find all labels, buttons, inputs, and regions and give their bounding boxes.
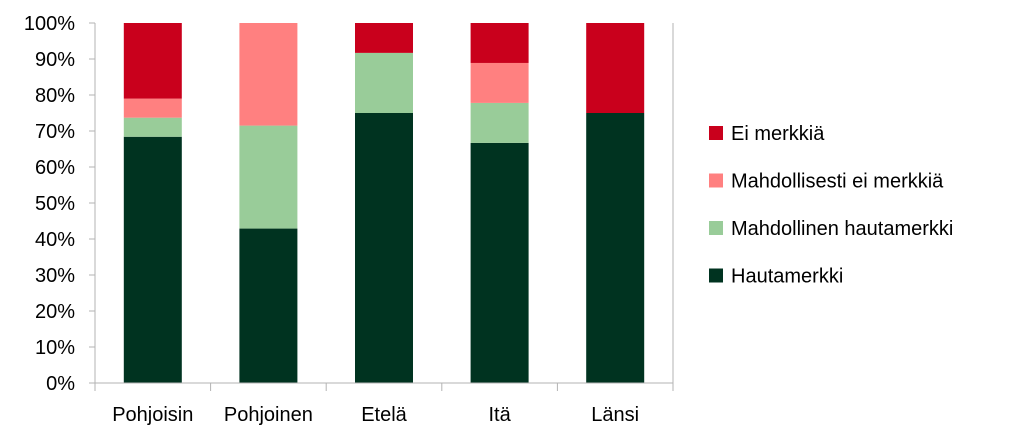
legend: Ei merkkiä Mahdollisesti ei merkkiä Mahdol… [709, 123, 953, 288]
bar-itä-series-0 [470, 142, 529, 383]
legend-label: Ei merkkiä [731, 123, 825, 145]
legend-swatch [709, 126, 723, 140]
legend-label: Mahdollinen hautamerkki [731, 218, 953, 240]
axes-layer [89, 22, 674, 391]
y-tick-label: 60% [35, 157, 75, 179]
bar-itä-series-1 [470, 102, 529, 143]
y-tick-label: 0% [46, 373, 75, 395]
bar-pohjoinen-series-0 [239, 228, 298, 383]
x-tick-label: Etelä [361, 404, 407, 426]
bar-pohjoisin-series-0 [123, 136, 182, 383]
y-tick-label: 50% [35, 193, 75, 215]
legend-swatch [709, 173, 723, 188]
x-tick-labels: Pohjoisin Pohjoinen Etelä Itä Länsi [112, 404, 639, 426]
y-tick-label: 20% [35, 301, 75, 323]
y-tick-label: 10% [35, 337, 75, 359]
x-tick-label: Länsi [591, 404, 639, 426]
legend-label: Mahdollisesti ei merkkiä [731, 171, 944, 193]
bar-pohjoisin-series-2 [123, 98, 182, 118]
y-tick-label: 80% [35, 85, 75, 107]
x-tick-label: Itä [488, 404, 511, 426]
legend-swatch [709, 268, 723, 283]
bar-länsi-series-0 [586, 113, 645, 383]
bar-länsi-series-3 [586, 23, 645, 113]
bar-pohjoisin-series-1 [123, 117, 182, 137]
bar-etelä-series-1 [355, 52, 413, 113]
y-tick-label: 100% [24, 13, 75, 35]
y-tick-label: 90% [35, 49, 75, 71]
bar-itä-series-3 [470, 23, 529, 63]
legend-swatch [709, 221, 723, 235]
y-tick-label: 30% [35, 265, 75, 287]
y-tick-label: 70% [35, 121, 75, 143]
x-tick-label: Pohjoinen [224, 404, 313, 426]
bar-pohjoinen-series-1 [239, 125, 298, 229]
bar-pohjoinen-series-2 [239, 23, 298, 126]
bar-etelä-series-0 [355, 113, 413, 383]
x-tick-label: Pohjoisin [112, 404, 193, 426]
bar-pohjoisin-series-3 [123, 23, 182, 99]
bars-layer [123, 23, 645, 383]
bar-etelä-series-3 [355, 23, 413, 53]
y-tick-label: 40% [35, 229, 75, 251]
legend-label: Hautamerkki [731, 266, 843, 288]
bar-itä-series-2 [470, 62, 529, 103]
y-tick-labels: 0% 10% 20% 30% 40% 50% 60% 70% 80% 90% 100% [24, 13, 75, 395]
